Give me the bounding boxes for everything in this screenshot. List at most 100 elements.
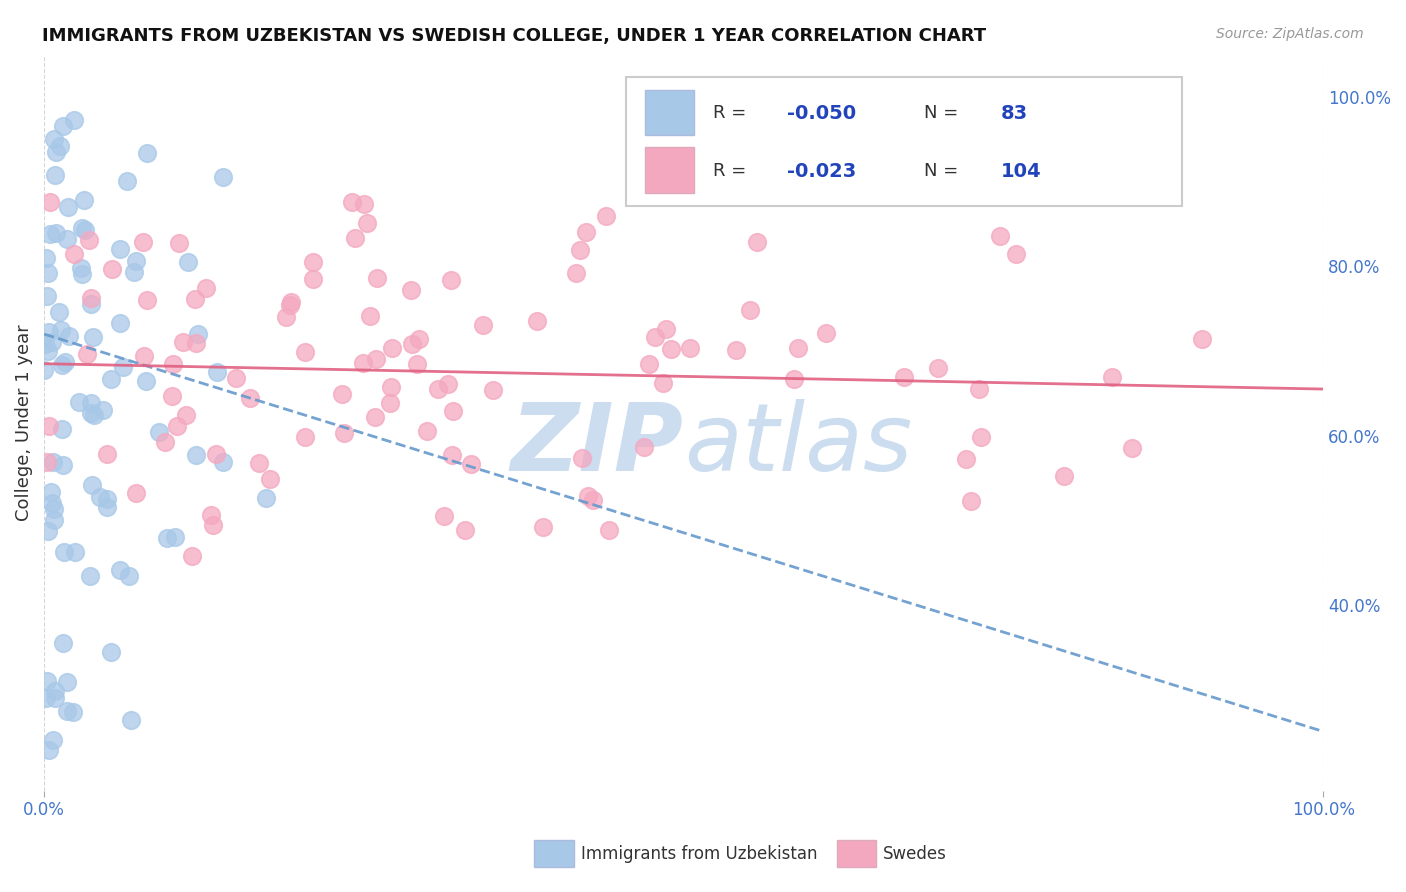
Point bbox=[638, 357, 661, 371]
Point bbox=[52, 119, 75, 133]
Point bbox=[37, 344, 59, 359]
Bar bbox=[645, 89, 693, 135]
Point bbox=[110, 316, 132, 330]
Point bbox=[401, 337, 423, 351]
Point bbox=[187, 326, 209, 341]
Point bbox=[160, 389, 183, 403]
Point bbox=[427, 382, 450, 396]
Point bbox=[67, 395, 90, 409]
Point bbox=[80, 297, 103, 311]
Point bbox=[42, 732, 65, 747]
Point bbox=[52, 636, 75, 650]
Point bbox=[35, 455, 58, 469]
Point bbox=[124, 265, 146, 279]
Point bbox=[73, 222, 96, 236]
Point bbox=[332, 387, 354, 401]
Point bbox=[211, 169, 233, 184]
Point bbox=[41, 495, 63, 509]
Point bbox=[80, 406, 103, 420]
Point bbox=[44, 168, 66, 182]
Point bbox=[359, 309, 381, 323]
Point bbox=[598, 523, 620, 537]
Point bbox=[79, 568, 101, 582]
Point bbox=[659, 342, 682, 356]
Point bbox=[460, 457, 482, 471]
Point bbox=[364, 410, 387, 425]
Text: Source: ZipAtlas.com: Source: ZipAtlas.com bbox=[1216, 27, 1364, 41]
Point bbox=[695, 93, 717, 107]
Point bbox=[134, 350, 156, 364]
Point bbox=[39, 484, 62, 499]
Point bbox=[381, 341, 404, 355]
Point bbox=[117, 568, 139, 582]
Point bbox=[115, 174, 138, 188]
Point bbox=[1121, 441, 1143, 455]
Point bbox=[48, 305, 70, 319]
Text: -0.023: -0.023 bbox=[787, 161, 856, 181]
Point bbox=[472, 318, 495, 333]
Text: atlas: atlas bbox=[683, 400, 912, 491]
Point bbox=[45, 145, 67, 159]
Point bbox=[44, 683, 66, 698]
Point bbox=[195, 281, 218, 295]
Point bbox=[53, 355, 76, 369]
Point bbox=[745, 235, 768, 249]
Text: N =: N = bbox=[924, 104, 965, 122]
Point bbox=[70, 260, 93, 275]
Point bbox=[80, 292, 103, 306]
Point bbox=[37, 267, 59, 281]
Point bbox=[44, 691, 66, 706]
Point bbox=[575, 225, 598, 239]
Point bbox=[564, 267, 586, 281]
Point bbox=[39, 227, 62, 241]
Point bbox=[82, 330, 104, 344]
Point bbox=[644, 330, 666, 344]
Point bbox=[124, 253, 146, 268]
Point bbox=[166, 419, 188, 434]
Point bbox=[65, 545, 87, 559]
Point bbox=[247, 456, 270, 470]
Point bbox=[960, 494, 983, 508]
Point bbox=[34, 363, 56, 377]
Point bbox=[70, 268, 93, 282]
Point bbox=[1109, 110, 1132, 124]
Point bbox=[83, 408, 105, 422]
Point bbox=[725, 343, 748, 357]
Point bbox=[201, 518, 224, 533]
Point bbox=[405, 357, 427, 371]
Point bbox=[80, 395, 103, 409]
Point bbox=[787, 341, 810, 355]
Point bbox=[380, 380, 402, 394]
Point bbox=[125, 485, 148, 500]
Text: -0.050: -0.050 bbox=[787, 103, 856, 123]
Point bbox=[51, 359, 73, 373]
Point bbox=[302, 255, 325, 269]
Point bbox=[356, 216, 378, 230]
Point bbox=[100, 645, 122, 659]
Point bbox=[408, 332, 430, 346]
Text: Swedes: Swedes bbox=[883, 845, 946, 863]
Point bbox=[153, 434, 176, 449]
Text: ZIP: ZIP bbox=[510, 399, 683, 491]
Point bbox=[76, 347, 98, 361]
Point bbox=[205, 365, 228, 379]
Point bbox=[259, 472, 281, 486]
Point bbox=[415, 425, 437, 439]
Point bbox=[440, 448, 463, 462]
Point bbox=[91, 403, 114, 417]
Point bbox=[56, 200, 79, 214]
Point bbox=[340, 194, 363, 209]
Point bbox=[111, 360, 134, 375]
Point bbox=[162, 357, 184, 371]
Point bbox=[38, 419, 60, 434]
Point bbox=[274, 310, 297, 325]
Point bbox=[73, 194, 96, 208]
Point bbox=[254, 491, 277, 505]
Point bbox=[595, 209, 617, 223]
Point bbox=[172, 334, 194, 349]
Point bbox=[34, 337, 56, 351]
Point bbox=[38, 743, 60, 757]
Text: 104: 104 bbox=[1001, 161, 1042, 181]
Point bbox=[79, 233, 101, 247]
Point bbox=[927, 360, 949, 375]
